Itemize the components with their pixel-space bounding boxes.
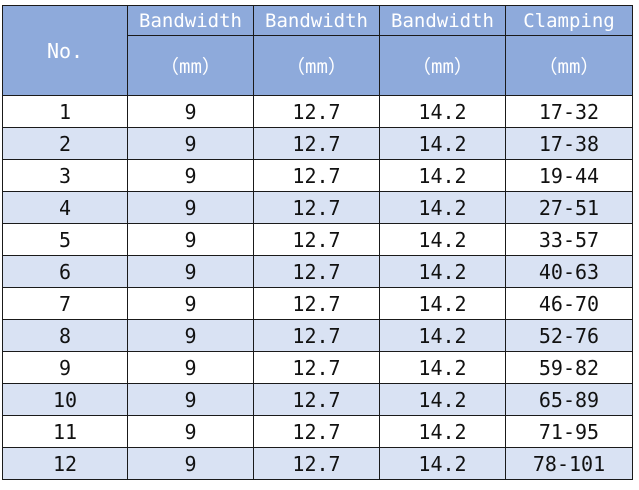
cell-bandwidth-1: 9 bbox=[127, 159, 254, 192]
cell-bandwidth-3: 14.2 bbox=[379, 95, 506, 128]
cell-clamping: 59-82 bbox=[505, 351, 633, 384]
cell-clamping: 46-70 bbox=[505, 287, 633, 320]
cell-bandwidth-3: 14.2 bbox=[379, 287, 506, 320]
table-header: No. Bandwidth Bandwidth Bandwidth Clampi… bbox=[2, 5, 633, 96]
cell-bandwidth-1: 9 bbox=[127, 255, 254, 288]
header-bandwidth-3: Bandwidth bbox=[379, 5, 506, 36]
cell-bandwidth-3: 14.2 bbox=[379, 127, 506, 160]
cell-no: 9 bbox=[2, 351, 128, 384]
cell-bandwidth-1: 9 bbox=[127, 95, 254, 128]
cell-no: 3 bbox=[2, 159, 128, 192]
cell-bandwidth-2: 12.7 bbox=[253, 95, 380, 128]
cell-bandwidth-3: 14.2 bbox=[379, 319, 506, 352]
cell-bandwidth-3: 14.2 bbox=[379, 415, 506, 448]
cell-bandwidth-2: 12.7 bbox=[253, 351, 380, 384]
header-unit-4: （mm） bbox=[505, 35, 633, 96]
cell-bandwidth-2: 12.7 bbox=[253, 159, 380, 192]
cell-clamping: 17-38 bbox=[505, 127, 633, 160]
cell-bandwidth-1: 9 bbox=[127, 127, 254, 160]
cell-no: 5 bbox=[2, 223, 128, 256]
cell-clamping: 40-63 bbox=[505, 255, 633, 288]
cell-no: 12 bbox=[2, 447, 128, 480]
cell-no: 8 bbox=[2, 319, 128, 352]
cell-clamping: 17-32 bbox=[505, 95, 633, 128]
header-clamping: Clamping bbox=[505, 5, 633, 36]
cell-bandwidth-3: 14.2 bbox=[379, 191, 506, 224]
table-row: 3 9 12.7 14.2 19-44 bbox=[2, 159, 633, 192]
table-row: 1 9 12.7 14.2 17-32 bbox=[2, 95, 633, 128]
cell-bandwidth-1: 9 bbox=[127, 223, 254, 256]
cell-clamping: 52-76 bbox=[505, 319, 633, 352]
cell-bandwidth-2: 12.7 bbox=[253, 319, 380, 352]
cell-clamping: 27-51 bbox=[505, 191, 633, 224]
cell-no: 1 bbox=[2, 95, 128, 128]
cell-bandwidth-1: 9 bbox=[127, 351, 254, 384]
cell-bandwidth-1: 9 bbox=[127, 287, 254, 320]
table-row: 6 9 12.7 14.2 40-63 bbox=[2, 255, 633, 288]
header-title-row: No. Bandwidth Bandwidth Bandwidth Clampi… bbox=[2, 5, 633, 96]
cell-bandwidth-2: 12.7 bbox=[253, 447, 380, 480]
cell-bandwidth-3: 14.2 bbox=[379, 159, 506, 192]
cell-bandwidth-2: 12.7 bbox=[253, 223, 380, 256]
header-bandwidth-2: Bandwidth bbox=[253, 5, 380, 36]
spec-table: No. Bandwidth Bandwidth Bandwidth Clampi… bbox=[2, 5, 633, 480]
cell-clamping: 71-95 bbox=[505, 415, 633, 448]
table-row: 8 9 12.7 14.2 52-76 bbox=[2, 319, 633, 352]
cell-bandwidth-2: 12.7 bbox=[253, 383, 380, 416]
header-bandwidth-1: Bandwidth bbox=[127, 5, 254, 36]
cell-bandwidth-3: 14.2 bbox=[379, 447, 506, 480]
table-row: 2 9 12.7 14.2 17-38 bbox=[2, 127, 633, 160]
cell-clamping: 65-89 bbox=[505, 383, 633, 416]
cell-no: 7 bbox=[2, 287, 128, 320]
cell-bandwidth-3: 14.2 bbox=[379, 223, 506, 256]
cell-bandwidth-2: 12.7 bbox=[253, 191, 380, 224]
header-unit-3: （mm） bbox=[379, 35, 506, 96]
cell-no: 6 bbox=[2, 255, 128, 288]
header-unit-row: （mm） （mm） （mm） （mm） bbox=[3, 35, 633, 96]
header-no: No. bbox=[2, 5, 128, 96]
cell-bandwidth-2: 12.7 bbox=[253, 255, 380, 288]
table-row: 4 9 12.7 14.2 27-51 bbox=[2, 191, 633, 224]
table-row: 9 9 12.7 14.2 59-82 bbox=[2, 351, 633, 384]
cell-bandwidth-2: 12.7 bbox=[253, 415, 380, 448]
cell-no: 2 bbox=[2, 127, 128, 160]
table-row: 10 9 12.7 14.2 65-89 bbox=[2, 383, 633, 416]
table-row: 12 9 12.7 14.2 78-101 bbox=[2, 447, 633, 480]
cell-no: 11 bbox=[2, 415, 128, 448]
cell-bandwidth-1: 9 bbox=[127, 383, 254, 416]
cell-bandwidth-3: 14.2 bbox=[379, 383, 506, 416]
table-row: 7 9 12.7 14.2 46-70 bbox=[2, 287, 633, 320]
table-row: 11 9 12.7 14.2 71-95 bbox=[2, 415, 633, 448]
cell-bandwidth-2: 12.7 bbox=[253, 287, 380, 320]
table-body: 1 9 12.7 14.2 17-32 2 9 12.7 14.2 17-38 3 9 12.7 14.2… bbox=[2, 95, 633, 480]
cell-clamping: 78-101 bbox=[505, 447, 633, 480]
cell-bandwidth-1: 9 bbox=[127, 191, 254, 224]
cell-no: 4 bbox=[2, 191, 128, 224]
cell-no: 10 bbox=[2, 383, 128, 416]
cell-bandwidth-3: 14.2 bbox=[379, 351, 506, 384]
cell-clamping: 19-44 bbox=[505, 159, 633, 192]
cell-clamping: 33-57 bbox=[505, 223, 633, 256]
cell-bandwidth-1: 9 bbox=[127, 447, 254, 480]
table-row: 5 9 12.7 14.2 33-57 bbox=[2, 223, 633, 256]
cell-bandwidth-2: 12.7 bbox=[253, 127, 380, 160]
header-unit-1: （mm） bbox=[127, 35, 254, 96]
cell-bandwidth-3: 14.2 bbox=[379, 255, 506, 288]
cell-bandwidth-1: 9 bbox=[127, 319, 254, 352]
header-unit-2: （mm） bbox=[253, 35, 380, 96]
cell-bandwidth-1: 9 bbox=[127, 415, 254, 448]
